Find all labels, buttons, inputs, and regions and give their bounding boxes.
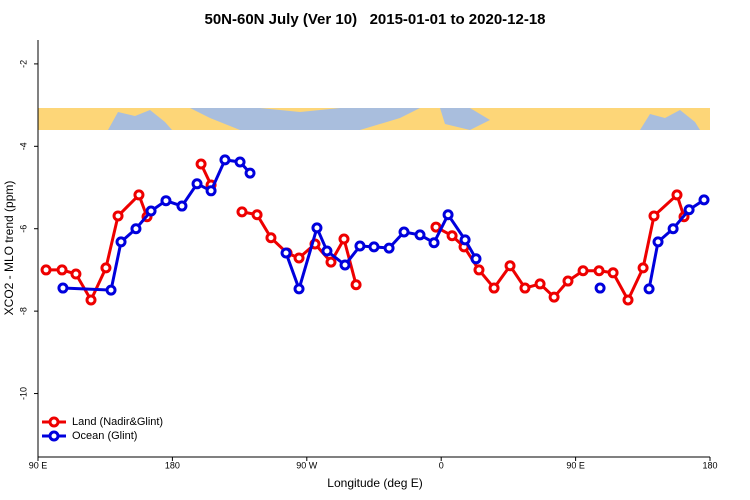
point <box>488 282 500 294</box>
point <box>577 265 589 277</box>
point <box>236 206 248 218</box>
legend-marker <box>48 430 60 442</box>
y-tick-label: -8 <box>18 307 28 315</box>
y-tick-label: -10 <box>18 387 28 400</box>
point <box>311 222 323 234</box>
y-tick-label: -6 <box>18 225 28 233</box>
point <box>57 282 69 294</box>
point <box>428 237 440 249</box>
point <box>652 236 664 248</box>
point <box>40 264 52 276</box>
point <box>473 264 485 276</box>
point <box>459 234 471 246</box>
point <box>244 167 256 179</box>
point <box>176 200 188 212</box>
point <box>562 275 574 287</box>
point <box>671 189 683 201</box>
point <box>160 195 172 207</box>
point <box>105 284 117 296</box>
point <box>293 252 305 264</box>
point <box>293 283 305 295</box>
x-tick-label: 0 <box>439 460 444 470</box>
point <box>70 268 82 280</box>
legend-label: Land (Nadir&Glint) <box>72 416 163 428</box>
map-strip <box>38 108 710 130</box>
x-tick-label: 90 E <box>566 460 585 470</box>
point <box>265 232 277 244</box>
point <box>637 262 649 274</box>
point <box>191 178 203 190</box>
point <box>622 294 634 306</box>
point <box>145 205 157 217</box>
point <box>219 154 231 166</box>
x-tick-label: 180 <box>165 460 180 470</box>
x-tick-label: 180 <box>702 460 717 470</box>
point <box>85 294 97 306</box>
point <box>683 204 695 216</box>
point <box>470 253 482 265</box>
point <box>354 240 366 252</box>
point <box>698 194 710 206</box>
point <box>321 245 333 257</box>
point <box>251 209 263 221</box>
point <box>504 260 516 272</box>
point <box>643 283 655 295</box>
point <box>339 259 351 271</box>
legend-marker <box>48 416 60 428</box>
point <box>205 185 217 197</box>
point <box>112 210 124 222</box>
point <box>398 226 410 238</box>
y-axis-title: XCO2 - MLO trend (ppm) <box>2 181 16 316</box>
x-tick-label: 90 W <box>296 460 318 470</box>
x-axis-title: Longitude (deg E) <box>327 476 422 490</box>
point <box>368 241 380 253</box>
point <box>594 282 606 294</box>
point <box>548 291 560 303</box>
point <box>195 158 207 170</box>
point <box>325 256 337 268</box>
point <box>130 223 142 235</box>
point <box>442 209 454 221</box>
point <box>56 264 68 276</box>
point <box>280 247 292 259</box>
point <box>133 189 145 201</box>
point <box>234 156 246 168</box>
point <box>338 233 350 245</box>
point <box>593 265 605 277</box>
point <box>519 282 531 294</box>
point <box>648 210 660 222</box>
point <box>667 223 679 235</box>
point <box>100 262 112 274</box>
y-tick-label: -2 <box>18 60 28 68</box>
legend-label: Ocean (Glint) <box>72 430 137 442</box>
point <box>430 221 442 233</box>
point <box>350 279 362 291</box>
point <box>607 267 619 279</box>
point <box>414 229 426 241</box>
point <box>534 278 546 290</box>
series-line <box>46 163 686 304</box>
point <box>115 236 127 248</box>
chart-title: 50N-60N July (Ver 10) 2015-01-01 to 2020… <box>204 11 545 28</box>
point <box>383 242 395 254</box>
point <box>446 230 458 242</box>
x-tick-label: 90 E <box>29 460 48 470</box>
y-tick-label: -4 <box>18 142 28 150</box>
